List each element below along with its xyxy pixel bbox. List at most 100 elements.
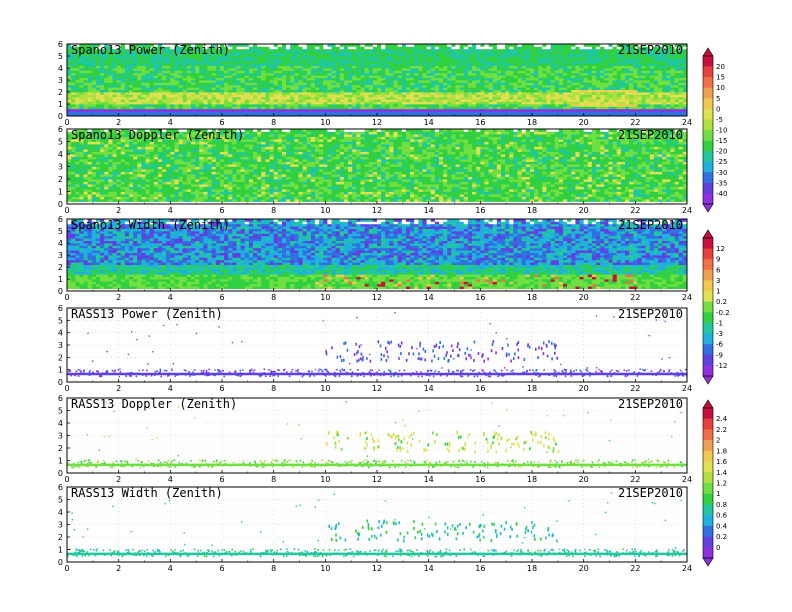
heatmap-cell — [596, 101, 601, 105]
heatmap-cell — [476, 53, 481, 57]
heatmap-cell — [678, 56, 684, 59]
heatmap-cell — [273, 113, 279, 116]
heatmap-cell — [447, 65, 452, 69]
heatmap-cell — [517, 84, 523, 88]
heatmap-cell — [182, 77, 188, 81]
heatmap-cell — [348, 77, 353, 81]
heatmap-cell — [343, 94, 349, 98]
heatmap-cell — [83, 189, 89, 192]
heatmap-cell — [352, 63, 357, 66]
heatmap-cell — [327, 58, 332, 62]
heatmap-cell — [525, 113, 531, 116]
heatmap-cell — [71, 186, 76, 190]
heatmap-cell — [571, 84, 576, 88]
heatmap-cell — [439, 75, 444, 78]
heatmap-cell — [666, 82, 671, 86]
heatmap-cell — [616, 72, 622, 76]
y-tick-label: 6 — [58, 40, 63, 49]
heatmap-cell — [83, 77, 89, 81]
heatmap-cell — [426, 63, 432, 66]
heatmap-cell — [513, 82, 518, 86]
heatmap-cell — [596, 108, 601, 112]
heatmap-cell — [261, 104, 266, 107]
heatmap-cell — [534, 58, 539, 62]
heatmap-cell — [240, 44, 246, 47]
heatmap-cell — [534, 65, 539, 69]
heatmap-cell — [162, 53, 167, 57]
heatmap-cell — [91, 179, 97, 182]
heatmap-cell — [455, 113, 461, 116]
heatmap-cell — [472, 56, 477, 59]
heatmap-cell — [372, 58, 378, 62]
heatmap-cell — [360, 111, 365, 114]
heatmap-cell — [666, 60, 671, 64]
heatmap-cell — [641, 56, 647, 59]
heatmap-cell — [583, 89, 589, 93]
heatmap-cell — [79, 70, 84, 74]
heatmap-cell — [120, 196, 126, 200]
heatmap-cell — [443, 87, 448, 90]
heatmap-cell — [79, 99, 84, 102]
heatmap-cell — [116, 104, 122, 107]
heatmap-cell — [91, 161, 97, 165]
heatmap-cell — [137, 70, 142, 74]
heatmap-cell — [401, 60, 407, 64]
heatmap-cell — [67, 156, 72, 160]
heatmap-cell — [517, 58, 523, 62]
heatmap-cell — [83, 72, 89, 76]
heatmap-cell — [277, 92, 283, 95]
heatmap-cell — [112, 166, 117, 170]
heatmap-cell — [79, 111, 84, 114]
heatmap-cell — [232, 53, 237, 57]
heatmap-cell — [637, 48, 642, 52]
heatmap-cell — [219, 53, 225, 57]
heatmap-cell — [75, 179, 80, 182]
heatmap-cell — [405, 75, 411, 78]
heatmap-cell — [112, 101, 117, 105]
heatmap-cell — [323, 51, 328, 54]
heatmap-cell — [426, 82, 432, 86]
heatmap-cell — [112, 87, 117, 90]
heatmap-cell — [178, 70, 184, 74]
heatmap-cell — [579, 68, 585, 71]
heatmap-cell — [629, 72, 634, 76]
heatmap-cell — [368, 53, 374, 57]
heatmap-cell — [596, 104, 601, 107]
heatmap-cell — [439, 87, 444, 90]
heatmap-cell — [277, 75, 283, 78]
heatmap-cell — [281, 80, 287, 83]
heatmap-cell — [71, 82, 76, 86]
heatmap-cell — [620, 46, 626, 50]
heatmap-cell — [261, 72, 266, 76]
heatmap-cell — [455, 51, 461, 54]
heatmap-cell — [120, 101, 126, 105]
heatmap-cell — [269, 51, 275, 54]
heatmap-cell — [360, 104, 365, 107]
heatmap-cell — [120, 134, 126, 137]
heatmap-cell — [360, 56, 365, 59]
heatmap-cell — [331, 96, 337, 100]
heatmap-cell — [521, 82, 527, 86]
heatmap-cell — [372, 75, 378, 78]
heatmap-cell — [100, 51, 105, 54]
heatmap-cell — [232, 80, 237, 83]
heatmap-cell — [137, 56, 142, 59]
heatmap-cell — [472, 70, 477, 74]
heatmap-cell — [104, 139, 109, 142]
heatmap-cell — [79, 63, 84, 66]
heatmap-cell — [542, 51, 547, 54]
heatmap-cell — [459, 56, 465, 59]
heatmap-cell — [571, 113, 576, 116]
heatmap-cell — [232, 77, 237, 81]
heatmap-cell — [666, 94, 671, 98]
heatmap-cell — [277, 53, 283, 57]
heatmap-cell — [236, 113, 241, 116]
heatmap-cell — [211, 44, 217, 47]
heatmap-cell — [153, 72, 159, 76]
heatmap-cell — [542, 92, 547, 95]
heatmap-cell — [641, 44, 647, 47]
heatmap-cell — [558, 77, 564, 81]
heatmap-cell — [108, 191, 113, 195]
heatmap-cell — [439, 56, 444, 59]
heatmap-cell — [269, 87, 275, 90]
